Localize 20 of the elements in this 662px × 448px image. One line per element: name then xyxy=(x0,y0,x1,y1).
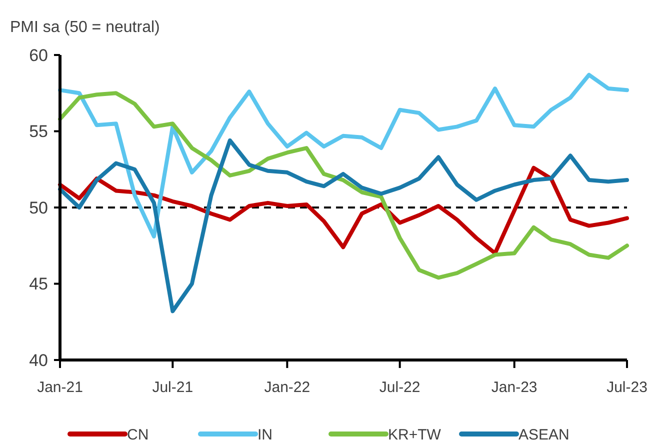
x-tick-label: Jul-21 xyxy=(152,379,194,396)
y-axis-title: PMI sa (50 = neutral) xyxy=(10,19,160,36)
x-tick-label: Jan-23 xyxy=(491,379,538,396)
y-tick-label: 50 xyxy=(29,198,48,218)
y-tick-label: 40 xyxy=(29,350,48,370)
y-tick-label: 45 xyxy=(29,274,48,294)
line-series xyxy=(58,138,629,314)
x-tick-label: Jul-22 xyxy=(379,379,420,396)
line-series xyxy=(58,91,629,280)
x-tick-label: Jan-22 xyxy=(264,379,310,396)
y-tick-label: 60 xyxy=(29,46,48,65)
legend-label: CN xyxy=(127,426,149,444)
legend-label: ASEAN xyxy=(518,426,570,444)
x-tick-label: Jul-23 xyxy=(606,379,648,396)
y-tick-label: 55 xyxy=(29,122,48,142)
line-series xyxy=(58,166,629,256)
legend-label: KR+TW xyxy=(388,426,442,444)
line-series xyxy=(58,72,629,238)
x-tick-label: Jan-21 xyxy=(37,379,83,396)
legend-label: IN xyxy=(258,426,272,444)
